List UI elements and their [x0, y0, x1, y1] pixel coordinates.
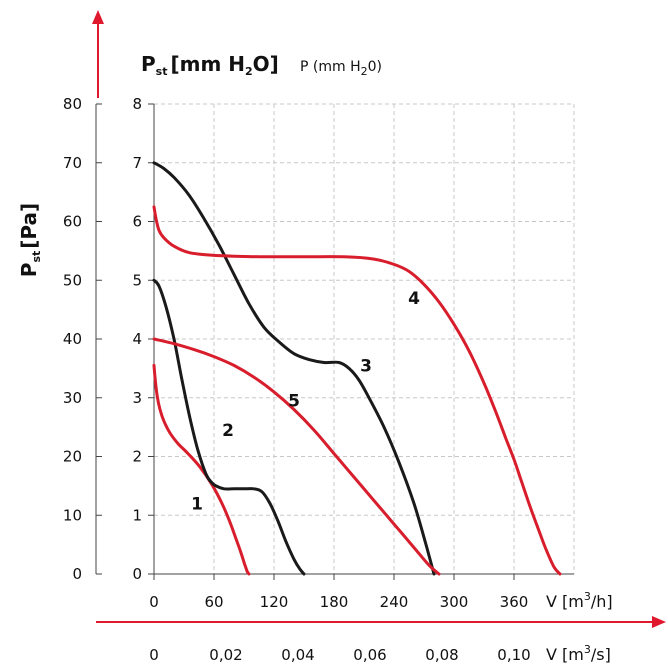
right-axis-title-p: P: [141, 52, 156, 76]
right-axis-title-sub: st: [156, 65, 168, 78]
right-axis-title-bold: Pst [mm H2O]: [141, 52, 279, 78]
axes: [95, 104, 574, 575]
x-tick-label-m3h: 60: [204, 593, 223, 611]
y-tick-label-mmh2o: 7: [132, 154, 142, 172]
y-tick-label-pa: 50: [63, 271, 82, 289]
series-curve-3: [152, 161, 436, 576]
series-label-3: 3: [360, 356, 372, 376]
series-label-1: 1: [191, 495, 203, 515]
x-tick-label-m3h: 180: [320, 593, 349, 611]
y-tick-label-mmh2o: 0: [132, 565, 142, 583]
x-axis-title-m3h-sup: 3: [584, 590, 591, 603]
left-axis-title: Pst [Pa]: [17, 203, 43, 277]
series-curve-2: [152, 278, 306, 576]
x-tick-label-m3s: 0,08: [425, 646, 458, 664]
right-axis-title-unit-open: [mm H: [170, 52, 245, 76]
right-axis-title-small-sub: 2: [361, 65, 368, 78]
grid-lines: [154, 103, 575, 574]
x-tick-label-m3h: 120: [260, 593, 289, 611]
y-tick-label-pa: 80: [63, 95, 82, 113]
x-axis-title-m3s-sup: 3: [584, 643, 591, 656]
y-tick-label-mmh2o: 1: [132, 506, 142, 524]
x-axis-title-m3h-prefix: V [m: [546, 592, 584, 611]
left-axis-title-sub: st: [30, 251, 43, 263]
y-tick-label-mmh2o: 3: [132, 389, 142, 407]
left-axis-title-unit: [Pa]: [17, 203, 41, 249]
series-curve-1: [152, 363, 251, 576]
x-tick-label-m3s: 0,10: [497, 646, 530, 664]
series-label-4: 4: [408, 289, 420, 309]
x-axis-title-m3s: V [m3/s]: [546, 643, 611, 664]
series-curve-5: [152, 337, 441, 576]
y-tick-label-pa: 0: [72, 565, 82, 583]
series-curves: [152, 161, 562, 576]
airflow-arrow: [96, 616, 666, 628]
y-tick-label-pa: 40: [63, 330, 82, 348]
right-axis-title-small: P (mm H20): [300, 59, 382, 78]
y-tick-label-pa: 20: [63, 448, 82, 466]
series-curve-4: [152, 205, 562, 576]
series-label-5: 5: [288, 392, 300, 412]
series-label-2: 2: [222, 421, 234, 441]
x-tick-label-m3h: 0: [149, 593, 159, 611]
y-tick-label-mmh2o: 5: [132, 271, 142, 289]
x-tick-label-m3h: 300: [440, 593, 469, 611]
right-axis-title-unit-sub: 2: [245, 65, 253, 78]
x-tick-label-m3s: 0: [149, 646, 159, 664]
x-axis-title-m3s-suffix: /s]: [591, 645, 611, 664]
y-tick-label-pa: 10: [63, 506, 82, 524]
x-axis-title-m3h: V [m3/h]: [546, 590, 613, 611]
curve-labels: 1 2 3 4 5: [191, 289, 420, 515]
x-tick-label-m3h: 240: [380, 593, 409, 611]
x-tick-label-m3h: 360: [500, 593, 529, 611]
x-tick-label-m3s: 0,02: [209, 646, 242, 664]
y-tick-label-mmh2o: 6: [132, 213, 142, 231]
y-tick-label-mmh2o: 2: [132, 448, 142, 466]
y-tick-label-pa: 60: [63, 213, 82, 231]
x-tick-label-m3s: 0,06: [353, 646, 386, 664]
y-tick-label-pa: 30: [63, 389, 82, 407]
x-tick-label-m3s: 0,04: [281, 646, 314, 664]
pressure-arrow: [92, 10, 104, 98]
right-axis-title-unit-close: O]: [253, 52, 279, 76]
y-tick-label-mmh2o: 4: [132, 330, 142, 348]
right-axis-title-small-main: P (mm H: [300, 59, 361, 75]
x-axis-title-m3s-prefix: V [m: [546, 645, 584, 664]
left-axis-title-p: P: [17, 263, 41, 278]
y-tick-label-mmh2o: 8: [132, 95, 142, 113]
x-axis-title-m3h-suffix: /h]: [591, 592, 613, 611]
y-tick-label-pa: 70: [63, 154, 82, 172]
right-axis-title-small-close: 0): [368, 59, 382, 75]
